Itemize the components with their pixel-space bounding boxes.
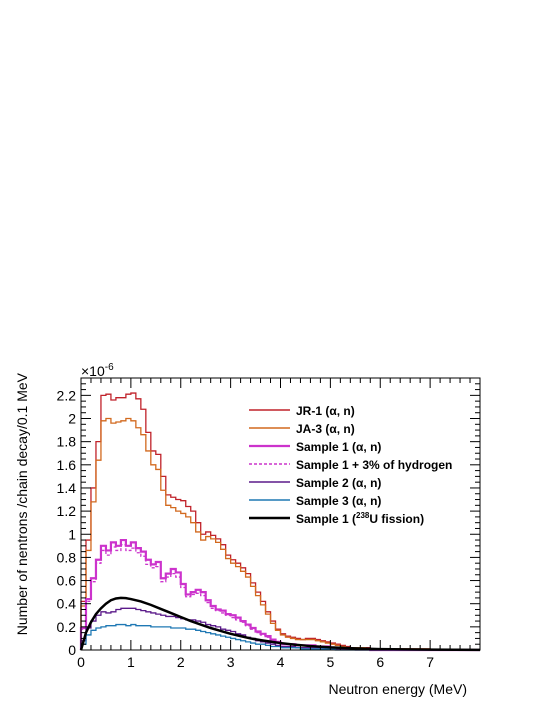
series-line-6	[79, 596, 481, 652]
y-tick-label: 0.4	[57, 596, 77, 612]
y-axis-label: Number of nentrons /chain decay/0.1 MeV	[14, 372, 30, 635]
y-tick-label: 0	[68, 642, 76, 658]
x-tick-label: 2	[177, 654, 185, 670]
legend-entry: Sample 1 (α, n)	[296, 440, 381, 454]
y-tick-label: 0.2	[57, 619, 77, 635]
y-multiplier: ×10-6	[81, 362, 114, 379]
x-tick-label: 5	[326, 654, 334, 670]
y-tick-label: 1.6	[57, 457, 77, 473]
legend-entry: Sample 3 (α, n)	[296, 494, 381, 508]
y-tick-label: 2	[68, 411, 76, 427]
x-tick-label: 6	[376, 654, 384, 670]
legend-entry: Sample 1 (238U fission)	[296, 511, 424, 526]
y-tick-label: 0.8	[57, 549, 77, 565]
y-tick-label: 1.8	[57, 434, 77, 450]
legend-entry: JA-3 (α, n)	[296, 422, 355, 436]
axis-ticks	[80, 377, 481, 651]
axis-tick-labels: 0 1 2 3 4 5 6 7 0 0.2 0.4 0.6 0.8 1 1.2 1.4 1.6 1.8 2 2.2	[57, 387, 435, 670]
x-tick-label: 7	[426, 654, 434, 670]
y-tick-label: 0.6	[57, 573, 77, 589]
series-line-1	[80, 417, 480, 651]
x-axis-label: Neutron energy (MeV)	[328, 681, 467, 697]
y-tick-label: 1.2	[57, 503, 77, 519]
legend-entry: JR-1 (α, n)	[296, 404, 355, 418]
x-tick-label: 1	[127, 654, 135, 670]
legend-entry: Sample 1 + 3% of hydrogen	[296, 458, 452, 472]
x-tick-label: 4	[277, 654, 285, 670]
y-tick-label: 1	[68, 526, 76, 542]
x-tick-label: 0	[77, 654, 85, 670]
y-tick-label: 2.2	[57, 387, 77, 403]
x-tick-label: 3	[227, 654, 235, 670]
legend: JR-1 (α, n) JA-3 (α, n) Sample 1 (α, n) Sam…	[249, 404, 452, 526]
legend-entry: Sample 2 (α, n)	[296, 476, 381, 490]
y-tick-label: 1.4	[57, 480, 77, 496]
